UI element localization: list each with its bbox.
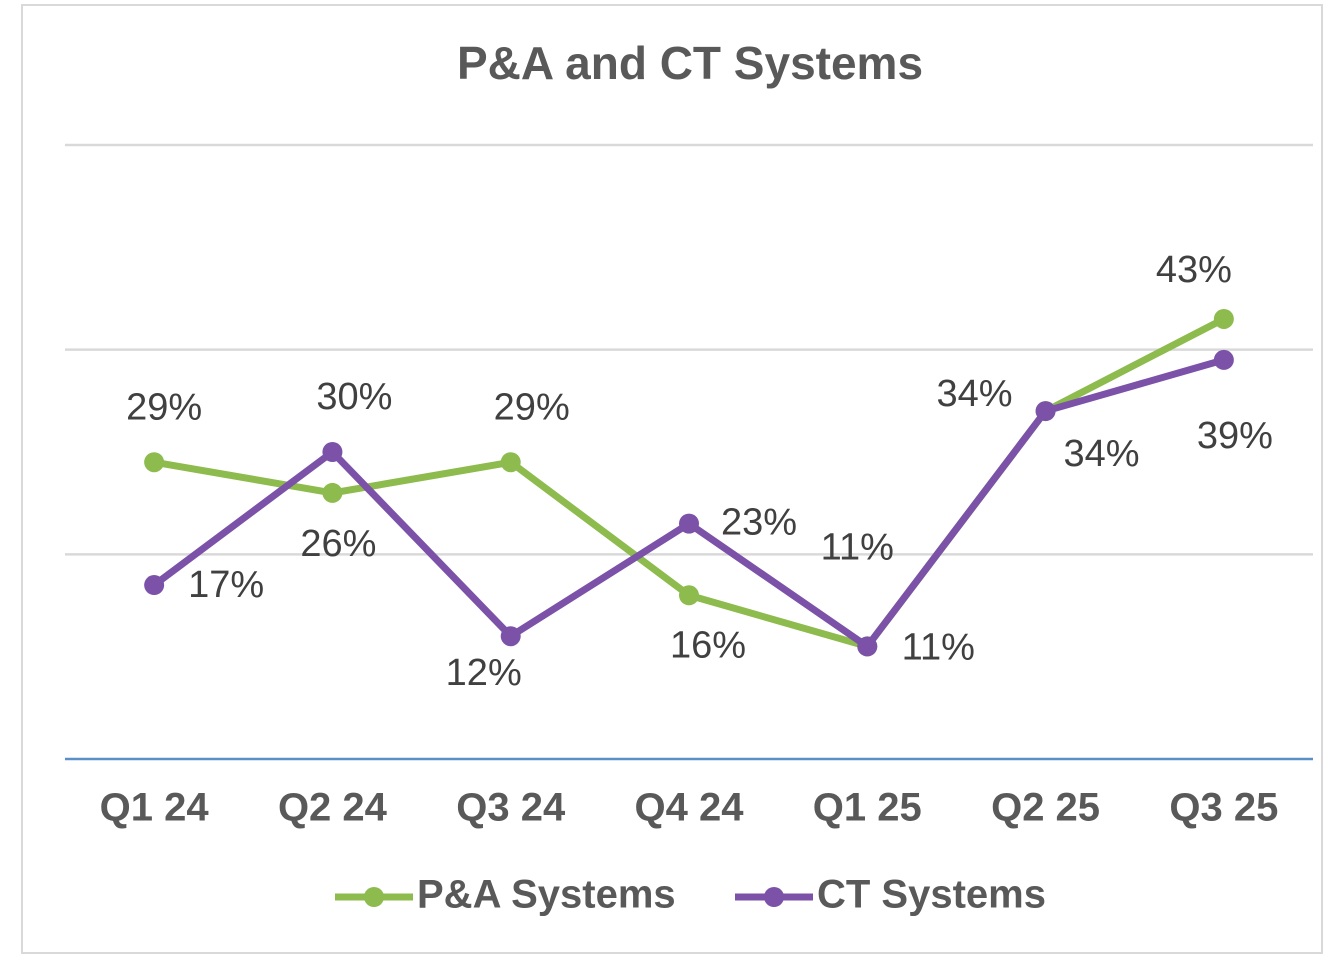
legend-label: P&A Systems bbox=[417, 873, 676, 917]
data-label: 39% bbox=[1197, 415, 1273, 457]
x-tick-label: Q3 25 bbox=[1169, 786, 1278, 830]
data-label: 43% bbox=[1156, 249, 1232, 291]
series-point bbox=[1213, 308, 1234, 329]
series-point bbox=[144, 452, 165, 473]
data-label: 12% bbox=[446, 652, 522, 694]
legend-marker bbox=[364, 887, 384, 907]
series-point bbox=[322, 442, 343, 462]
legend-label: CT Systems bbox=[817, 873, 1046, 917]
series-point bbox=[679, 585, 699, 606]
data-label: 30% bbox=[316, 376, 392, 418]
data-label: 23% bbox=[721, 502, 797, 544]
x-tick-label: Q1 25 bbox=[813, 786, 922, 830]
data-label: 34% bbox=[1064, 433, 1140, 475]
data-label: 11% bbox=[902, 626, 975, 668]
chart-title: P&A and CT Systems bbox=[457, 37, 923, 89]
x-tick-label: Q3 24 bbox=[456, 786, 566, 830]
series-point bbox=[1035, 401, 1056, 422]
x-tick-label: Q2 24 bbox=[278, 786, 388, 830]
legend-marker bbox=[764, 887, 784, 907]
series-point bbox=[857, 636, 878, 657]
series-point bbox=[1213, 349, 1234, 370]
data-label: 11% bbox=[821, 526, 894, 568]
series-point bbox=[500, 452, 521, 473]
data-label: 29% bbox=[494, 386, 570, 428]
x-tick-label: Q2 25 bbox=[991, 786, 1100, 830]
data-label: 26% bbox=[300, 523, 376, 565]
series-point bbox=[679, 513, 699, 534]
series-point bbox=[322, 482, 343, 503]
data-label: 17% bbox=[188, 564, 264, 606]
series-point bbox=[500, 626, 521, 647]
x-tick-label: Q1 24 bbox=[100, 786, 210, 830]
data-label: 29% bbox=[126, 386, 202, 428]
data-label: 34% bbox=[937, 373, 1013, 415]
data-label: 16% bbox=[670, 624, 746, 666]
series-point bbox=[144, 575, 165, 596]
x-tick-label: Q4 24 bbox=[635, 786, 745, 830]
